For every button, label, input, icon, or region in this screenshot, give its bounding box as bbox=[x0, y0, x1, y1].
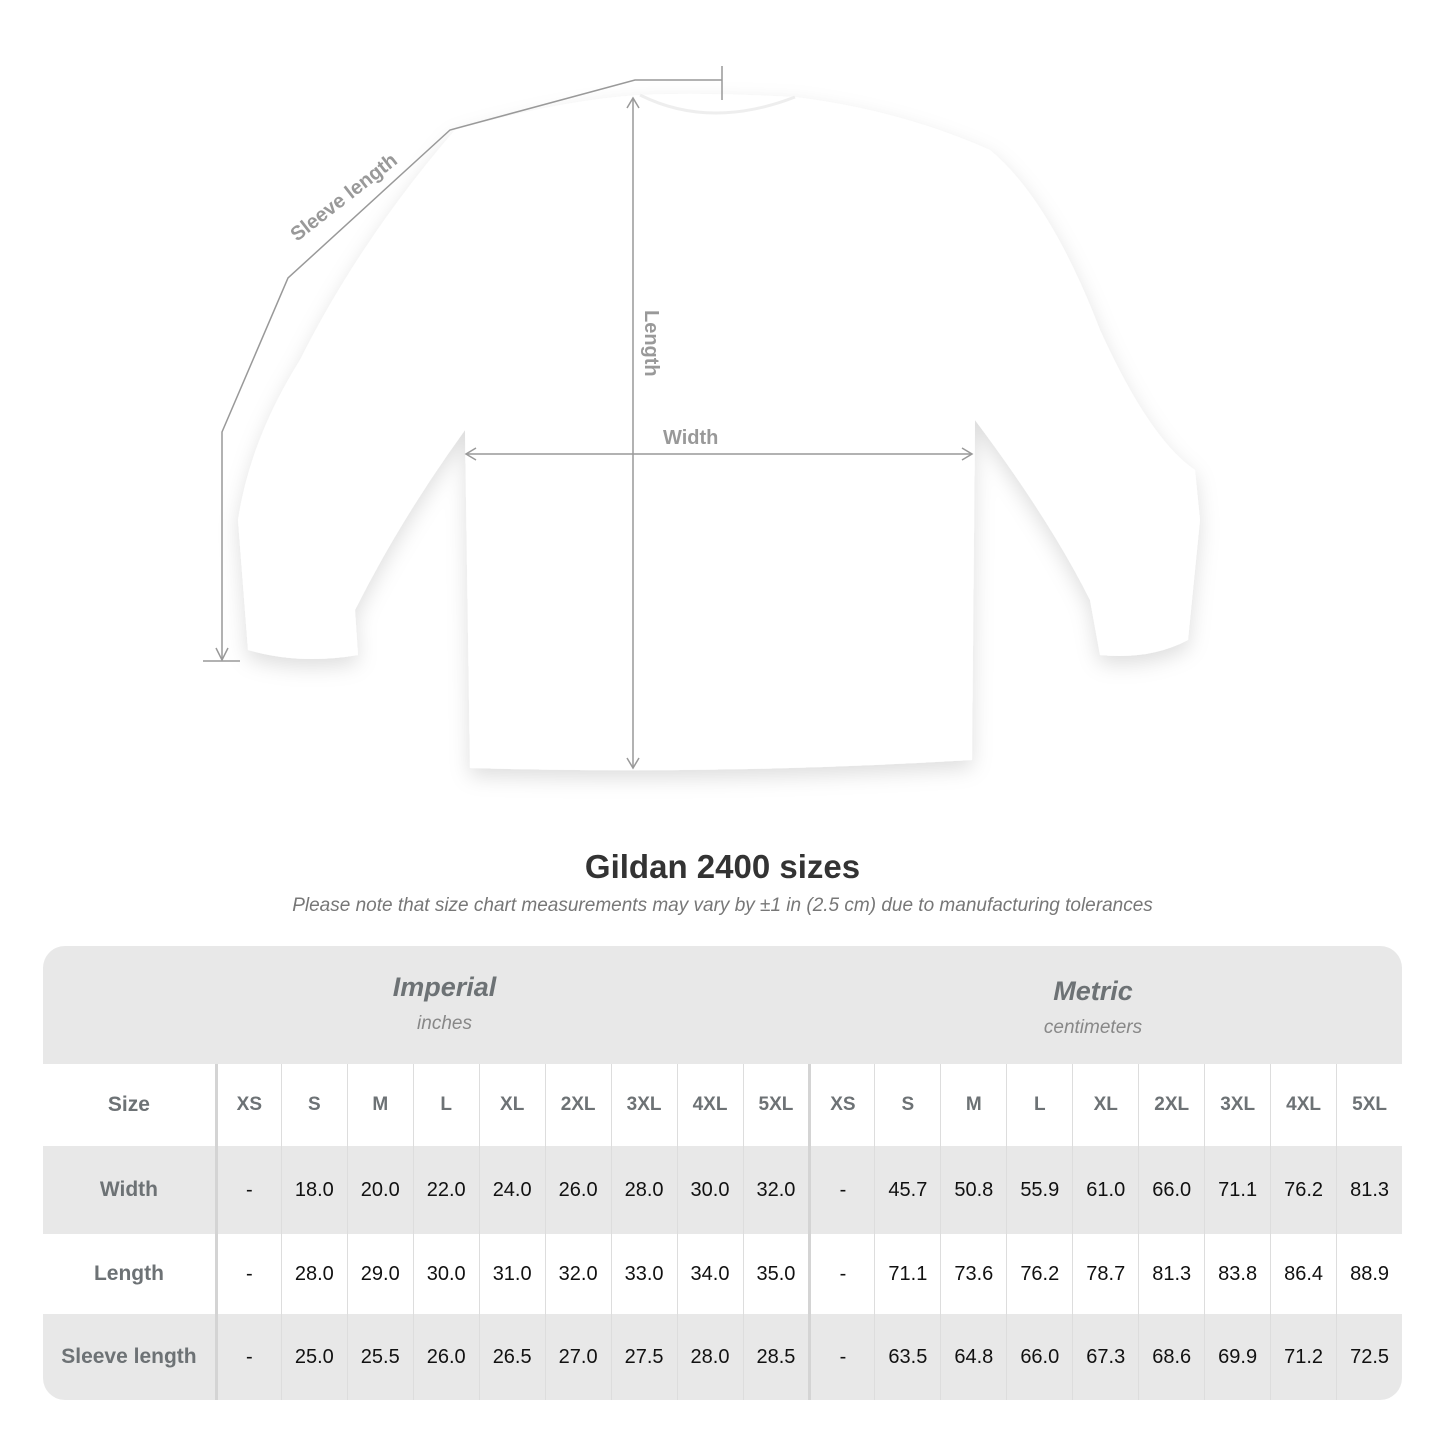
table-row: Sleeve length -25.0 25.5 26.0 26.5 27.0 27.5 28… bbox=[43, 1314, 1402, 1400]
metric-value-cell: 63.5 bbox=[874, 1314, 940, 1400]
imperial-value-cell: 22.0 bbox=[412, 1146, 479, 1234]
imperial-value-cell: 20.0 bbox=[346, 1146, 413, 1234]
shirt-image bbox=[238, 93, 1200, 771]
imperial-size-header: 3XL bbox=[610, 1064, 677, 1146]
metric-value-cell: - bbox=[808, 1234, 874, 1314]
imperial-value-cell: 28.5 bbox=[742, 1314, 809, 1400]
imperial-value-cell: 25.5 bbox=[346, 1314, 413, 1400]
imperial-size-header: L bbox=[412, 1064, 479, 1146]
imperial-unit: inches bbox=[417, 1013, 472, 1034]
imperial-size-header: XL bbox=[478, 1064, 545, 1146]
metric-value-cell: 73.6 bbox=[940, 1234, 1006, 1314]
metric-value-cell: - bbox=[808, 1146, 874, 1234]
metric-value-cell: 68.6 bbox=[1138, 1314, 1204, 1400]
metric-unit: centimeters bbox=[1043, 1017, 1143, 1038]
metric-value-cell: 88.9 bbox=[1336, 1234, 1402, 1314]
metric-value-cell: 76.2 bbox=[1270, 1146, 1336, 1234]
metric-value-cell: 76.2 bbox=[1006, 1234, 1072, 1314]
sleeve-length-line bbox=[221, 79, 722, 660]
imperial-value-cell: 32.0 bbox=[544, 1234, 611, 1314]
metric-size-header: 5XL bbox=[1336, 1064, 1402, 1146]
metric-value-cell: 71.2 bbox=[1270, 1314, 1336, 1400]
metric-title: Metric bbox=[1053, 976, 1133, 1006]
imperial-size-header: 2XL bbox=[544, 1064, 611, 1146]
metric-value-cell: 69.9 bbox=[1204, 1314, 1270, 1400]
imperial-size-header: S bbox=[280, 1064, 347, 1146]
metric-size-header: 4XL bbox=[1270, 1064, 1336, 1146]
metric-value-cell: 55.9 bbox=[1006, 1146, 1072, 1234]
imperial-header: Imperial inches bbox=[215, 972, 674, 1035]
metric-value-cell: 64.8 bbox=[940, 1314, 1006, 1400]
metric-value-cell: 45.7 bbox=[874, 1146, 940, 1234]
metric-value-cell: 81.3 bbox=[1336, 1146, 1402, 1234]
metric-value-cell: 66.0 bbox=[1138, 1146, 1204, 1234]
imperial-value-cell: 28.0 bbox=[610, 1146, 677, 1234]
imperial-value-cell: 28.0 bbox=[676, 1314, 743, 1400]
size-table: Imperial inches Metric centimeters Size X… bbox=[43, 946, 1402, 1400]
imperial-value-cell: 33.0 bbox=[610, 1234, 677, 1314]
metric-value-cell: 50.8 bbox=[940, 1146, 1006, 1234]
unit-header-band bbox=[43, 946, 1402, 1064]
metric-size-header: XS bbox=[808, 1064, 874, 1146]
imperial-value-cell: 28.0 bbox=[280, 1234, 347, 1314]
imperial-value-cell: 30.0 bbox=[412, 1234, 479, 1314]
metric-size-header: XL bbox=[1072, 1064, 1138, 1146]
imperial-value-cell: 34.0 bbox=[676, 1234, 743, 1314]
metric-size-header: 3XL bbox=[1204, 1064, 1270, 1146]
imperial-value-cell: 25.0 bbox=[280, 1314, 347, 1400]
table-row: Width -18.0 20.0 22.0 24.0 26.0 28.0 30.0 32.0-4… bbox=[43, 1146, 1402, 1234]
metric-value-cell: 66.0 bbox=[1006, 1314, 1072, 1400]
metric-value-cell: 81.3 bbox=[1138, 1234, 1204, 1314]
width-label: Width bbox=[663, 427, 718, 449]
imperial-value-cell: - bbox=[214, 1234, 281, 1314]
shirt-diagram: Sleeve length Length Width bbox=[203, 66, 1200, 771]
metric-header: Metric centimeters bbox=[808, 976, 1378, 1039]
page-title: Gildan 2400 sizes bbox=[584, 848, 861, 885]
imperial-value-cell: 27.5 bbox=[610, 1314, 677, 1400]
table-row: Length -28.0 29.0 30.0 31.0 32.0 33.0 34.0 35.0-… bbox=[43, 1234, 1402, 1314]
imperial-value-cell: 29.0 bbox=[346, 1234, 413, 1314]
imperial-value-cell: 31.0 bbox=[478, 1234, 545, 1314]
size-header-row: Size XS S M L XL 2XL 3XL 4XL 5XL XS S M L XL 2XL 3XL 4XL 5… bbox=[43, 1064, 1402, 1146]
imperial-value-cell: 26.5 bbox=[478, 1314, 545, 1400]
row-label: Sleeve length bbox=[61, 1345, 197, 1368]
metric-size-header: L bbox=[1006, 1064, 1072, 1146]
imperial-value-cell: 18.0 bbox=[280, 1146, 347, 1234]
row-label: Width bbox=[99, 1178, 158, 1201]
imperial-value-cell: - bbox=[214, 1314, 281, 1400]
imperial-size-header: M bbox=[346, 1064, 413, 1146]
metric-value-cell: 71.1 bbox=[874, 1234, 940, 1314]
measurement-lines bbox=[203, 66, 974, 770]
imperial-value-cell: 32.0 bbox=[742, 1146, 809, 1234]
size-label: Size bbox=[107, 1093, 150, 1116]
length-label: Length bbox=[640, 310, 662, 377]
metric-value-cell: 72.5 bbox=[1336, 1314, 1402, 1400]
imperial-size-header: XS bbox=[214, 1064, 281, 1146]
metric-value-cell: 86.4 bbox=[1270, 1234, 1336, 1314]
metric-value-cell: 78.7 bbox=[1072, 1234, 1138, 1314]
metric-value-cell: 61.0 bbox=[1072, 1146, 1138, 1234]
metric-value-cell: 67.3 bbox=[1072, 1314, 1138, 1400]
imperial-value-cell: 30.0 bbox=[676, 1146, 743, 1234]
metric-size-header: 2XL bbox=[1138, 1064, 1204, 1146]
metric-size-header: M bbox=[940, 1064, 1006, 1146]
tolerance-note: Please note that size chart measurements… bbox=[292, 895, 1153, 916]
imperial-title: Imperial bbox=[392, 972, 497, 1002]
row-label: Length bbox=[93, 1262, 164, 1285]
imperial-value-cell: 27.0 bbox=[544, 1314, 611, 1400]
imperial-size-header: 5XL bbox=[742, 1064, 809, 1146]
imperial-value-cell: 24.0 bbox=[478, 1146, 545, 1234]
metric-value-cell: - bbox=[808, 1314, 874, 1400]
imperial-value-cell: 26.0 bbox=[544, 1146, 611, 1234]
imperial-value-cell: 26.0 bbox=[412, 1314, 479, 1400]
imperial-size-header: 4XL bbox=[676, 1064, 743, 1146]
metric-value-cell: 83.8 bbox=[1204, 1234, 1270, 1314]
metric-size-header: S bbox=[874, 1064, 940, 1146]
imperial-value-cell: - bbox=[214, 1146, 281, 1234]
metric-value-cell: 71.1 bbox=[1204, 1146, 1270, 1234]
imperial-value-cell: 35.0 bbox=[742, 1234, 809, 1314]
